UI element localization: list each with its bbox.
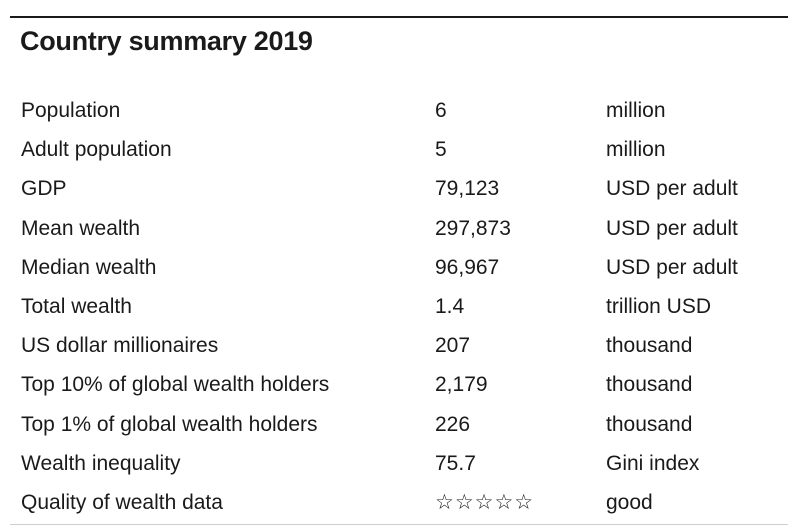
row-unit: USD per adult	[606, 255, 738, 279]
star-rating-icon: ☆☆☆☆☆	[435, 489, 535, 514]
page-title: Country summary 2019	[20, 26, 313, 56]
row-label: Adult population	[21, 138, 172, 162]
row-unit: USD per adult	[606, 216, 738, 240]
row-label: GDP	[21, 177, 67, 201]
table-row-adult-population: Adult population 5 million	[0, 132, 800, 171]
table-row-us-dollar-millionaires: US dollar millionaires 207 thousand	[0, 328, 800, 367]
table-row-total-wealth: Total wealth 1.4 trillion USD	[0, 289, 800, 328]
table-row-population: Population 6 million	[0, 93, 800, 132]
row-unit: million	[606, 99, 666, 122]
row-label: Mean wealth	[21, 216, 141, 240]
row-value-rating: ☆☆☆☆☆	[435, 489, 535, 516]
row-value: 6	[435, 99, 447, 122]
row-value: 226	[435, 412, 471, 436]
row-unit: good	[606, 490, 653, 514]
row-value: 1.4	[435, 294, 465, 318]
row-unit: USD per adult	[606, 177, 738, 201]
row-label: Total wealth	[21, 294, 132, 318]
table-row-mean-wealth: Mean wealth 297,873 USD per adult	[0, 211, 800, 250]
row-value: 75.7	[435, 451, 476, 475]
row-label: Top 10% of global wealth holders	[21, 373, 330, 397]
table-row-quality-of-wealth-data: Quality of wealth data ☆☆☆☆☆ good	[0, 485, 800, 524]
table-row-top-1-percent: Top 1% of global wealth holders 226 thou…	[0, 407, 800, 446]
row-value: 96,967	[435, 255, 500, 279]
summary-table: Population 6 million Adult population 5 …	[0, 93, 800, 524]
row-label: Population	[21, 99, 121, 122]
row-value: 2,179	[435, 373, 488, 397]
row-value: 297,873	[435, 216, 511, 240]
top-rule	[10, 16, 788, 18]
row-value: 5	[435, 138, 447, 162]
table-row-gdp: GDP 79,123 USD per adult	[0, 171, 800, 210]
row-label: Median wealth	[21, 255, 157, 279]
table-row-median-wealth: Median wealth 96,967 USD per adult	[0, 250, 800, 289]
table-row-wealth-inequality: Wealth inequality 75.7 Gini index	[0, 446, 800, 485]
row-label: Top 1% of global wealth holders	[21, 412, 318, 436]
row-unit: trillion USD	[606, 294, 712, 318]
row-unit: thousand	[606, 412, 693, 436]
row-value: 207	[435, 334, 471, 358]
row-unit: thousand	[606, 334, 693, 358]
row-value: 79,123	[435, 177, 500, 201]
row-unit: million	[606, 138, 666, 162]
table-row-top-10-percent: Top 10% of global wealth holders 2,179 t…	[0, 367, 800, 406]
row-label: Quality of wealth data	[21, 490, 223, 514]
row-label: US dollar millionaires	[21, 334, 219, 358]
bottom-rule	[10, 524, 788, 525]
row-unit: thousand	[606, 373, 693, 397]
row-label: Wealth inequality	[21, 451, 181, 475]
row-unit: Gini index	[606, 451, 700, 475]
